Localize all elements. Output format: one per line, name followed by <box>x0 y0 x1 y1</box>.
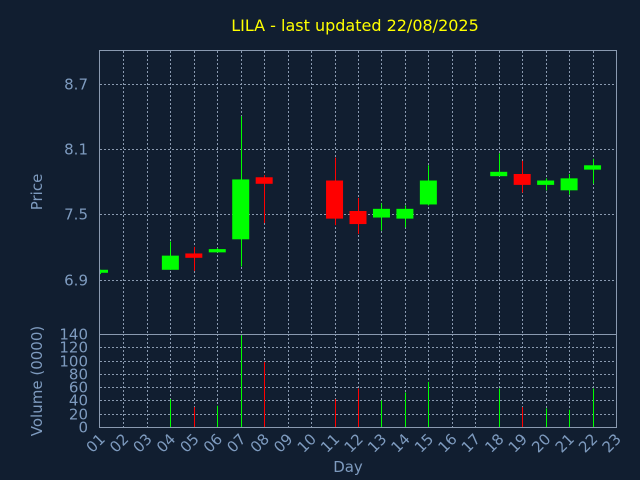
x-tick-label: 18 <box>481 430 507 456</box>
candle-body <box>584 165 602 170</box>
candle-body <box>255 177 273 184</box>
price-y-ticks: 6.9 7.5 8.1 8.7 <box>64 76 88 290</box>
x-tick-label: 10 <box>294 430 320 456</box>
x-tick-label: 15 <box>411 430 437 456</box>
price-tick-label: 8.1 <box>64 141 88 159</box>
candle-body <box>537 180 555 185</box>
candle-body <box>419 180 437 205</box>
volume-axis-label: Volume (0000) <box>28 326 46 436</box>
volume-tick-label: 40 <box>69 392 88 410</box>
candle-body <box>349 211 367 225</box>
price-grid <box>100 51 616 334</box>
volume-tick-label: 100 <box>59 353 88 371</box>
price-tick-label: 8.7 <box>64 76 88 94</box>
x-tick-label: 08 <box>247 430 273 456</box>
candle-body <box>490 171 508 177</box>
price-tick-label: 6.9 <box>64 272 88 290</box>
price-axis-label: Price <box>28 174 46 211</box>
price-candles <box>100 116 602 275</box>
volume-tick-label: 120 <box>59 339 88 357</box>
x-tick-label: 13 <box>364 430 390 456</box>
volume-bars <box>170 335 594 427</box>
candle-body <box>513 173 531 185</box>
x-ticks: 0102030405060708091011121314151617181920… <box>83 430 625 456</box>
candle-body <box>326 180 344 219</box>
candle-body <box>185 253 203 258</box>
x-tick-label: 16 <box>434 430 460 456</box>
x-axis-label: Day <box>333 458 363 476</box>
candle-body <box>161 255 179 270</box>
x-tick-label: 02 <box>106 430 132 456</box>
chart-title: LILA - last updated 22/08/2025 <box>231 16 479 35</box>
x-tick-label: 06 <box>200 430 226 456</box>
x-tick-label: 21 <box>552 430 578 456</box>
volume-tick-label: 80 <box>69 366 88 384</box>
volume-tick-label: 0 <box>78 419 88 437</box>
x-tick-label: 20 <box>528 430 554 456</box>
x-tick-label: 22 <box>575 430 601 456</box>
volume-tick-label: 60 <box>69 379 88 397</box>
candle-body <box>396 208 414 219</box>
x-tick-label: 05 <box>176 430 202 456</box>
volume-tick-label: 20 <box>69 406 88 424</box>
candle-body <box>232 179 250 240</box>
candle-body <box>100 269 108 273</box>
x-tick-label: 03 <box>130 430 156 456</box>
price-tick-label: 7.5 <box>64 206 88 224</box>
x-tick-label: 11 <box>317 430 343 456</box>
x-tick-label: 17 <box>458 430 484 456</box>
candle-body <box>560 178 578 191</box>
volume-panel-frame <box>99 334 617 428</box>
x-tick-label: 23 <box>599 430 625 456</box>
x-tick-label: 14 <box>388 430 414 456</box>
x-tick-label: 12 <box>341 430 367 456</box>
candle-body <box>372 208 390 218</box>
x-tick-label: 07 <box>223 430 249 456</box>
x-tick-label: 19 <box>505 430 531 456</box>
candle-body <box>208 249 226 253</box>
x-tick-label: 04 <box>153 430 179 456</box>
x-tick-label: 09 <box>270 430 296 456</box>
volume-tick-label: 140 <box>59 326 88 344</box>
